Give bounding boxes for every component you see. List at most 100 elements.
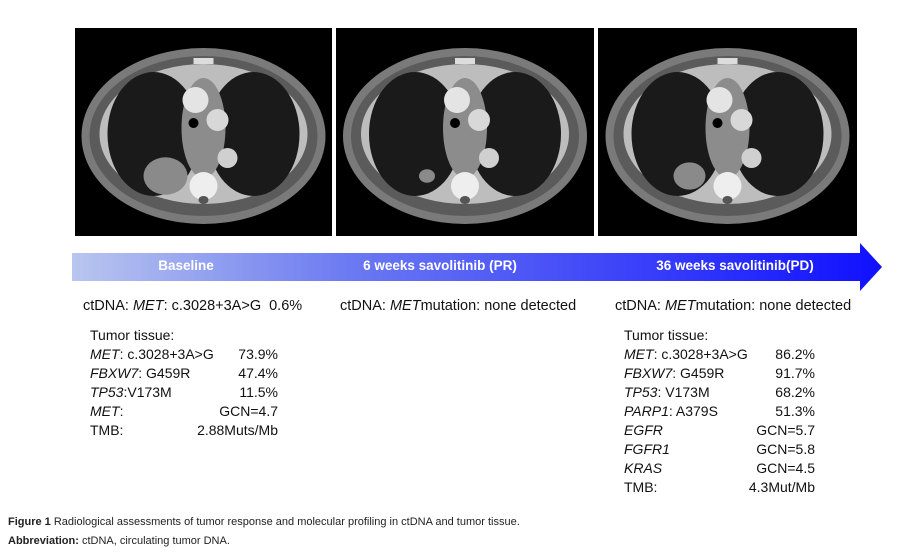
ctdna-result: ctDNA: METmutation: none detected xyxy=(340,298,576,314)
ct-scan-36-weeks xyxy=(598,28,857,236)
spinal-canal xyxy=(198,196,209,204)
ctdna-prefix: ctDNA: xyxy=(615,298,661,314)
result-value: 51.3% xyxy=(775,403,815,419)
gene-name: KRAS xyxy=(624,460,663,476)
result-value: GCN=5.8 xyxy=(756,441,815,457)
gene-name: TP53 xyxy=(90,384,124,400)
variant: TMB: xyxy=(624,479,658,495)
tumor xyxy=(673,162,706,190)
figure-caption: Figure 1 Radiological assessments of tum… xyxy=(8,516,520,528)
result-value: 68.2% xyxy=(775,384,815,400)
sternum xyxy=(193,58,214,64)
variant: : xyxy=(119,403,124,419)
result-value: GCN=5.7 xyxy=(756,422,815,438)
tissue-title: Tumor tissue: xyxy=(90,327,175,343)
abbreviation-text: ctDNA, circulating tumor DNA. xyxy=(81,535,230,547)
tissue-row: KRAS GCN=4.5 xyxy=(624,459,815,478)
gene-name: MET xyxy=(624,346,654,362)
gene-name: MET xyxy=(132,298,164,314)
spinal-canal xyxy=(460,196,470,204)
gene-name: MET xyxy=(389,298,421,314)
descending-aorta xyxy=(741,148,762,168)
variant: : c.3028+3A>G xyxy=(653,346,748,362)
tissue-row: FGFR1 GCN=5.8 xyxy=(624,440,815,459)
timeline-label: 6 weeks savolitinib (PR) xyxy=(363,258,517,273)
ctdna-prefix: ctDNA: xyxy=(340,298,386,314)
result-value: GCN=4.7 xyxy=(219,403,278,419)
timeline-arrow xyxy=(72,243,882,291)
gene-name: FBXW7 xyxy=(624,365,673,381)
spinal-canal xyxy=(722,196,733,204)
vertebra xyxy=(189,172,218,200)
variant: : c.3028+3A>G xyxy=(163,298,262,314)
descending-aorta xyxy=(217,148,238,168)
tissue-profile: Tumor tissue: MET: c.3028+3A>G 86.2% FBXW7:… xyxy=(624,326,815,497)
result-value: 91.7% xyxy=(775,365,815,381)
allele-frequency: 0.6% xyxy=(269,298,303,314)
caption-text: Radiological assessments of tumor respon… xyxy=(53,516,520,528)
tissue-row: PARP1: A379S 51.3% xyxy=(624,402,815,421)
sternum xyxy=(717,58,738,64)
result-value: 2.88Muts/Mb xyxy=(197,422,278,438)
abbreviation-line: Abbreviation: ctDNA, circulating tumor D… xyxy=(8,535,230,547)
trachea xyxy=(188,118,199,128)
result-value: 73.9% xyxy=(238,346,278,362)
caption-label: Figure 1 xyxy=(8,516,51,528)
result-value: 86.2% xyxy=(775,346,815,362)
arrow-shape xyxy=(72,243,882,291)
ctdna-prefix: ctDNA: xyxy=(83,298,129,314)
aorta xyxy=(706,87,733,113)
pulmonary-artery xyxy=(468,109,490,131)
gene-name: MET xyxy=(90,346,120,362)
ct-scan-baseline xyxy=(75,28,332,236)
ct-scan-6-weeks xyxy=(336,28,594,236)
tumor xyxy=(419,169,435,183)
left-lung xyxy=(369,72,461,196)
tissue-row: TP53: V173M 68.2% xyxy=(624,383,815,402)
aorta xyxy=(444,87,470,113)
descending-aorta xyxy=(479,148,499,168)
variant: : G459R xyxy=(138,365,191,381)
tissue-row: FBXW7: G459R 47.4% xyxy=(90,364,278,383)
trachea xyxy=(712,118,723,128)
vertebra xyxy=(713,172,742,200)
variant: : A379S xyxy=(668,403,718,419)
timeline-label: 36 weeks savolitinib(PD) xyxy=(656,258,814,273)
result-value: 47.4% xyxy=(238,365,278,381)
variant: : c.3028+3A>G xyxy=(119,346,214,362)
tissue-row: FBXW7: G459R 91.7% xyxy=(624,364,815,383)
gene-name: MET xyxy=(90,403,120,419)
pulmonary-artery xyxy=(730,109,753,131)
tissue-row: EGFR GCN=5.7 xyxy=(624,421,815,440)
gene-name: EGFR xyxy=(624,422,663,438)
tissue-row: TMB: 4.3Mut/Mb xyxy=(624,478,815,497)
result-value: GCN=4.5 xyxy=(756,460,815,476)
gene-name: TP53 xyxy=(624,384,658,400)
result-value: 11.5% xyxy=(239,384,278,400)
variant: : V173M xyxy=(657,384,710,400)
ctdna-result: ctDNA: METmutation: none detected xyxy=(615,298,851,314)
gene-name: FGFR1 xyxy=(624,441,670,457)
left-lung xyxy=(631,72,724,196)
gene-name: PARP1 xyxy=(624,403,669,419)
sternum xyxy=(455,58,475,64)
gene-name: FBXW7 xyxy=(90,365,139,381)
variant: mutation: none detected xyxy=(695,298,852,314)
gene-name: MET xyxy=(664,298,696,314)
aorta xyxy=(182,87,209,113)
tissue-title: Tumor tissue: xyxy=(624,327,709,343)
tissue-profile: Tumor tissue: MET: c.3028+3A>G 73.9% FBXW7:… xyxy=(90,326,278,440)
variant: :V173M xyxy=(123,384,172,400)
tissue-row: MET: GCN=4.7 xyxy=(90,402,278,421)
abbreviation-label: Abbreviation: xyxy=(8,535,79,547)
vertebra xyxy=(451,172,479,200)
ctdna-result: ctDNA: MET: c.3028+3A>G 0.6% xyxy=(83,298,302,314)
tissue-row: TP53:V173M 11.5% xyxy=(90,383,278,402)
pulmonary-artery xyxy=(206,109,229,131)
timeline-label: Baseline xyxy=(158,258,214,273)
variant: mutation: none detected xyxy=(420,298,577,314)
variant: TMB: xyxy=(90,422,124,438)
tumor xyxy=(143,157,188,195)
variant: : G459R xyxy=(672,365,725,381)
